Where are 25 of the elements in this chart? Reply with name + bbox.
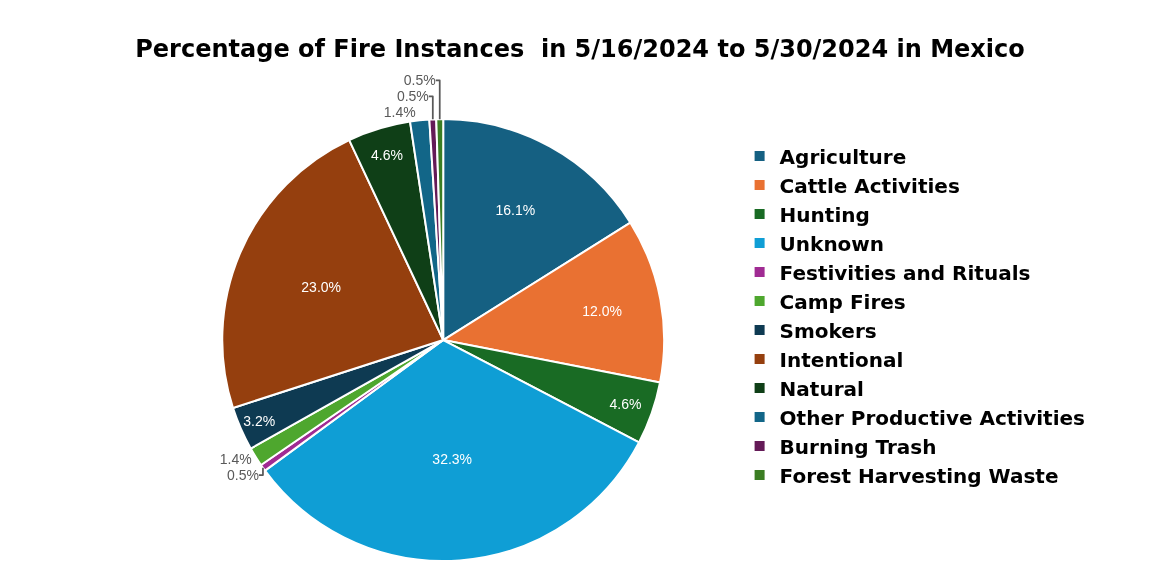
data-label: 32.3% [432, 451, 473, 468]
legend-label: Smokers [779, 318, 877, 343]
data-label: 16.1% [495, 201, 536, 218]
data-label: 12.0% [582, 302, 622, 319]
data-label: 23.0% [301, 279, 342, 296]
legend-label: Camp Fires [779, 289, 906, 314]
data-label: 1.4% [219, 451, 252, 468]
legend-label: Agriculture [779, 144, 907, 169]
legend-label: Unknown [779, 231, 885, 256]
legend-label: Cattle Activities [779, 173, 960, 198]
data-label: 4.6% [371, 147, 403, 164]
legend-label: Natural [779, 376, 864, 401]
legend-label: Forest Harvesting Waste [779, 463, 1059, 488]
data-label: 0.5% [403, 72, 436, 89]
chart-title: Percentage of Fire Instances in 5/16/2024 to 5/30/2024 in Mexico [135, 34, 1025, 63]
legend-label: Other Productive Activities [779, 405, 1085, 430]
data-label: 0.5% [227, 467, 259, 484]
legend-label: Hunting [779, 202, 870, 227]
legend-label: Burning Trash [779, 434, 937, 459]
data-label: 4.6% [609, 395, 642, 412]
data-label: 3.2% [243, 412, 276, 429]
legend-label: Festivities and Rituals [779, 260, 1031, 285]
data-label: 0.5% [396, 88, 429, 105]
legend-label: Intentional [779, 347, 904, 372]
data-label: 1.4% [383, 104, 416, 121]
